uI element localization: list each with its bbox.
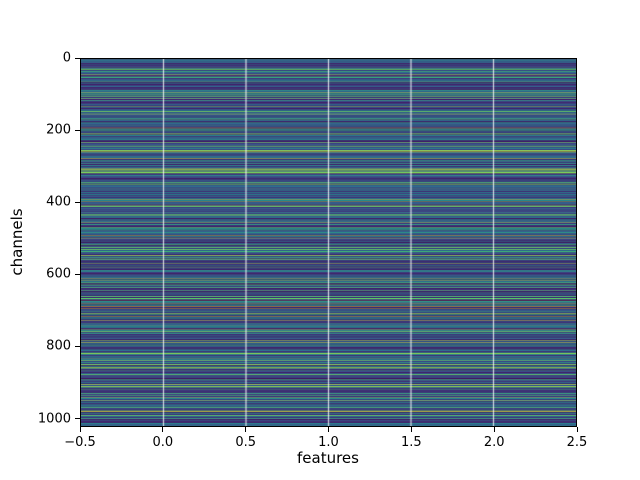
y-tick-label: 1000 — [37, 411, 71, 427]
x-tick-label: 2.5 — [566, 435, 588, 450]
y-tick-label: 0 — [62, 50, 71, 66]
y-tick-label: 200 — [46, 122, 71, 138]
y-tick-label: 400 — [46, 194, 71, 210]
x-tick — [576, 427, 578, 432]
x-tick-label: 0.0 — [152, 435, 174, 450]
y-axis-label: channels — [8, 208, 26, 276]
x-tick — [162, 427, 164, 432]
x-tick — [328, 427, 329, 432]
heatmap-canvas — [81, 59, 576, 426]
y-tick-label: 800 — [46, 338, 71, 354]
x-tick-label: 2.0 — [483, 435, 505, 450]
x-tick — [79, 427, 81, 432]
x-tick-label: 0.5 — [235, 435, 256, 450]
y-tick — [75, 201, 80, 203]
plot-area — [80, 58, 577, 427]
y-tick-label: 600 — [46, 266, 71, 282]
x-tick-label: 1.5 — [400, 435, 422, 450]
x-tick — [410, 427, 412, 432]
y-tick — [75, 273, 80, 275]
x-tick-label: 1.0 — [318, 435, 339, 450]
y-tick — [75, 129, 80, 131]
y-tick — [75, 345, 80, 347]
y-tick — [75, 418, 80, 420]
y-tick — [75, 57, 80, 59]
x-tick — [493, 427, 495, 432]
x-axis-label: features — [297, 449, 359, 467]
x-tick-label: −0.5 — [64, 435, 96, 450]
x-tick — [245, 427, 247, 432]
